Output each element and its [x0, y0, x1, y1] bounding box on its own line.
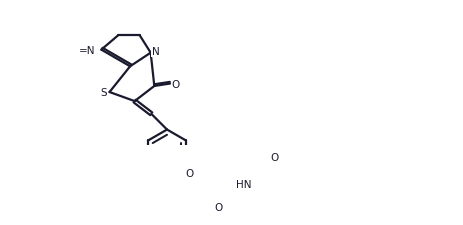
Text: O: O — [270, 152, 278, 162]
Text: =N: =N — [79, 45, 96, 55]
Text: O: O — [171, 79, 180, 89]
Text: S: S — [101, 88, 107, 98]
Text: N: N — [152, 47, 160, 57]
Text: O: O — [185, 168, 193, 178]
Text: O: O — [214, 202, 223, 212]
Text: HN: HN — [236, 179, 252, 189]
